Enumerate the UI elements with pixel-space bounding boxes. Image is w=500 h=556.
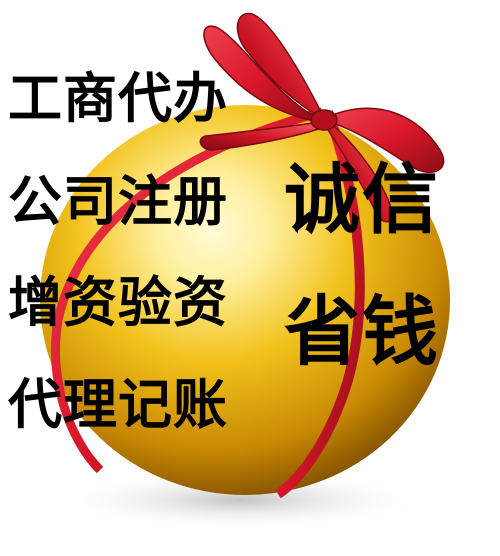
ribbon-bow-left-loop xyxy=(203,25,319,123)
ribbon-bow-right-tail xyxy=(327,122,394,223)
service-text-business-agency: 工商代办 xyxy=(8,67,228,130)
slogan-save-money: 省钱 xyxy=(284,287,440,376)
ribbon-bow-upper-loop xyxy=(236,12,323,120)
ribbon-bow-left-tail xyxy=(199,121,323,151)
ribbon-band-right xyxy=(275,110,365,499)
ribbon-bow-right-loop xyxy=(329,107,445,173)
service-text-company-registration: 公司注册 xyxy=(8,170,228,233)
slogan-integrity: 诚信 xyxy=(284,155,440,244)
service-text-capital-verification: 增资验资 xyxy=(8,271,228,334)
ribbon-bow-knot xyxy=(310,109,338,131)
service-text-bookkeeping: 代理记账 xyxy=(8,373,228,436)
ball-shadow xyxy=(50,470,430,530)
